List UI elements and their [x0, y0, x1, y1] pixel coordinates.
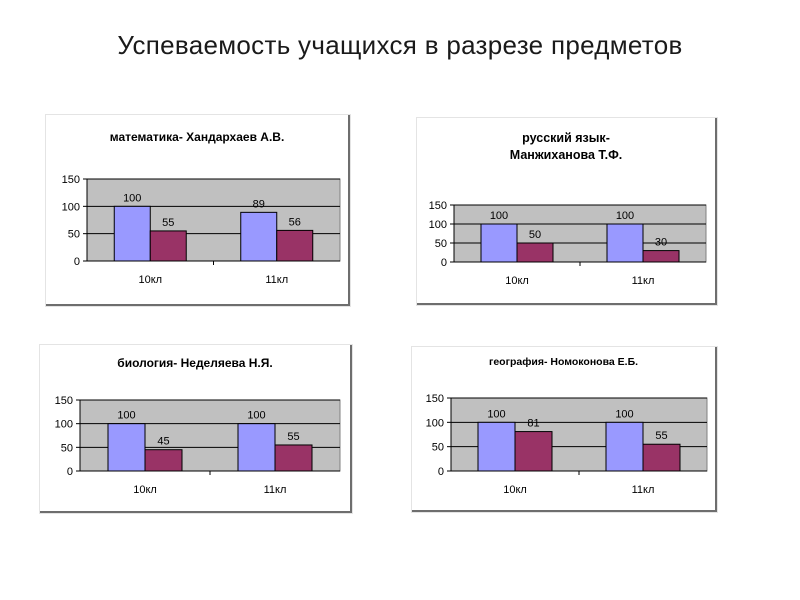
x-tick-label: 11кл — [264, 484, 287, 496]
bar — [107, 423, 146, 472]
chart-geography: география- Номоконова Е.Б. 0 50 100 150 100 8… — [412, 347, 717, 512]
x-tick-label: 11кл — [265, 274, 288, 286]
y-tick-label: 100 — [426, 417, 444, 429]
data-label: 100 — [615, 408, 633, 420]
bar — [144, 449, 183, 472]
chart-svg: 0 50 100 150 100 81 10кл 100 55 11кл — [426, 393, 708, 496]
data-label: 45 — [157, 436, 169, 448]
y-tick-label: 150 — [62, 174, 80, 186]
chart-biology: биология- Неделяева Н.Я. 0 50 100 150 100 45 1… — [40, 345, 352, 513]
bar — [477, 421, 516, 472]
chart-title: биология- Неделяева Н.Я. — [117, 356, 273, 370]
bar — [605, 421, 644, 472]
bar — [113, 205, 151, 262]
data-label: 50 — [529, 229, 541, 241]
chart-svg: 0 50 100 150 100 45 10кл 100 55 11кл — [55, 395, 341, 496]
y-tick-label: 0 — [74, 256, 80, 268]
y-tick-label: 50 — [432, 442, 444, 454]
x-tick-label: 10кл — [505, 275, 529, 287]
y-tick-label: 150 — [55, 395, 73, 407]
y-tick-label: 50 — [61, 442, 73, 454]
bar — [516, 242, 554, 263]
data-label: 81 — [527, 418, 539, 430]
bar — [274, 444, 313, 472]
data-label: 55 — [162, 217, 174, 229]
data-label: 55 — [655, 430, 667, 442]
x-tick-label: 11кл — [632, 484, 655, 496]
page-title: Успеваемость учащихся в разрезе предмето… — [117, 30, 683, 60]
x-tick-label: 11кл — [632, 275, 655, 287]
x-tick-label: 10кл — [133, 484, 157, 496]
chart-svg: 0 50 100 150 100 50 10кл 100 30 11кл — [429, 200, 707, 287]
y-tick-label: 50 — [435, 238, 447, 250]
y-tick-label: 100 — [429, 219, 447, 231]
bar — [276, 229, 314, 262]
y-tick-label: 150 — [429, 200, 447, 212]
bar — [237, 423, 276, 472]
y-tick-label: 100 — [62, 201, 80, 213]
y-tick-label: 50 — [68, 229, 80, 241]
bar — [149, 230, 187, 262]
data-label: 56 — [289, 216, 301, 228]
bar — [642, 443, 681, 472]
y-tick-label: 0 — [67, 466, 73, 478]
data-label: 89 — [253, 198, 265, 210]
data-label: 55 — [287, 431, 299, 443]
x-tick-label: 10кл — [138, 274, 162, 286]
bar — [606, 223, 644, 263]
chart-russian: русский язык- Манжиханова Т.Ф. 0 50 100 150… — [417, 118, 717, 305]
data-label: 100 — [616, 210, 634, 222]
chart-title: русский язык- Манжиханова Т.Ф. — [509, 131, 623, 162]
chart-title: математика- Хандархаев А.В. — [109, 130, 285, 144]
y-tick-label: 0 — [438, 466, 444, 478]
data-label: 100 — [490, 210, 508, 222]
y-tick-label: 150 — [426, 393, 444, 405]
data-label: 100 — [123, 192, 141, 204]
chart-svg: 0 50 100 150 100 55 10кл 89 56 11кл — [62, 174, 341, 286]
bar — [642, 250, 680, 263]
y-tick-label: 100 — [55, 419, 73, 431]
data-label: 100 — [117, 410, 135, 422]
chart-title: география- Номоконова Е.Б. — [488, 356, 639, 368]
y-tick-label: 0 — [441, 257, 447, 269]
chart-math: математика- Хандархаев А.В. 0 50 100 150 100… — [46, 115, 350, 306]
data-label: 100 — [487, 408, 505, 420]
data-label: 30 — [655, 237, 667, 249]
bar — [514, 431, 553, 472]
bar — [480, 223, 518, 263]
x-tick-label: 10кл — [503, 484, 527, 496]
data-label: 100 — [247, 410, 265, 422]
bar — [240, 211, 278, 262]
